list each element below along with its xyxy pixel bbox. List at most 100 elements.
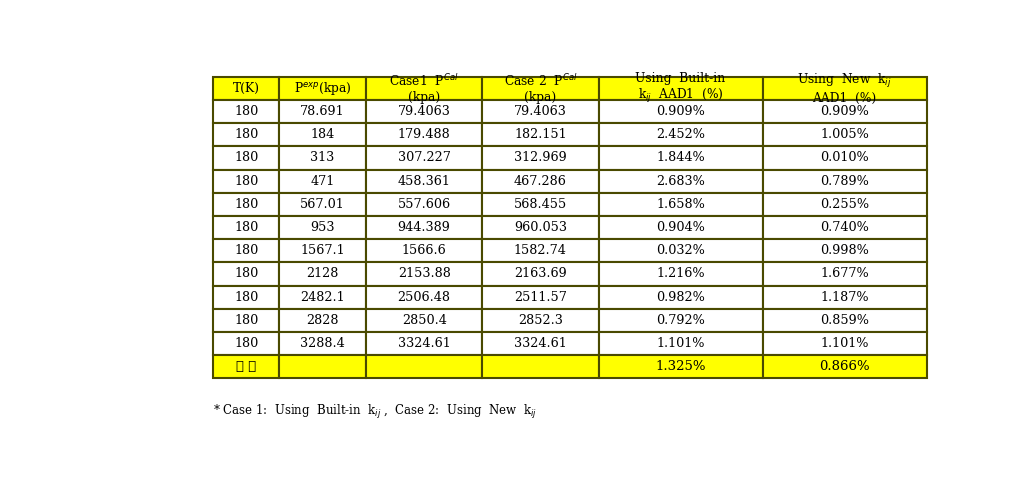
Text: 2128: 2128: [306, 267, 339, 280]
Text: 180: 180: [234, 128, 258, 141]
Bar: [482, 170, 599, 193]
Text: 182.151: 182.151: [514, 128, 567, 141]
Bar: [213, 262, 279, 286]
Text: 0.909%: 0.909%: [820, 105, 869, 118]
Text: 1.216%: 1.216%: [657, 267, 705, 280]
Bar: [762, 146, 926, 170]
Bar: [482, 286, 599, 309]
Text: 567.01: 567.01: [300, 198, 345, 211]
Text: 78.691: 78.691: [300, 105, 344, 118]
Bar: [279, 239, 366, 262]
Text: 2511.57: 2511.57: [514, 291, 567, 304]
Text: 458.361: 458.361: [398, 175, 451, 187]
Text: 2153.88: 2153.88: [398, 267, 451, 280]
Bar: [599, 309, 762, 332]
Bar: [366, 146, 482, 170]
Text: 1.844%: 1.844%: [657, 151, 705, 165]
Bar: [599, 262, 762, 286]
Text: 0.792%: 0.792%: [657, 314, 705, 327]
Bar: [213, 286, 279, 309]
Bar: [599, 239, 762, 262]
Bar: [482, 216, 599, 239]
Text: 평 균: 평 균: [236, 360, 256, 373]
Bar: [599, 100, 762, 123]
Bar: [482, 77, 599, 100]
Bar: [366, 309, 482, 332]
Text: 180: 180: [234, 221, 258, 234]
Text: 953: 953: [310, 221, 335, 234]
Bar: [762, 77, 926, 100]
Bar: [279, 216, 366, 239]
Text: 0.982%: 0.982%: [657, 291, 705, 304]
Bar: [366, 332, 482, 355]
Text: 307.227: 307.227: [398, 151, 451, 165]
Text: 2482.1: 2482.1: [300, 291, 344, 304]
Bar: [279, 332, 366, 355]
Text: 1567.1: 1567.1: [300, 244, 344, 257]
Bar: [762, 216, 926, 239]
Text: 79.4063: 79.4063: [514, 105, 567, 118]
Bar: [482, 239, 599, 262]
Text: 0.904%: 0.904%: [657, 221, 705, 234]
Text: 1582.74: 1582.74: [514, 244, 567, 257]
Bar: [279, 355, 366, 378]
Text: 184: 184: [310, 128, 335, 141]
Bar: [279, 309, 366, 332]
Bar: [213, 170, 279, 193]
Bar: [366, 239, 482, 262]
Bar: [599, 286, 762, 309]
Bar: [366, 216, 482, 239]
Bar: [366, 193, 482, 216]
Bar: [482, 332, 599, 355]
Text: 944.389: 944.389: [398, 221, 451, 234]
Bar: [762, 170, 926, 193]
Bar: [279, 146, 366, 170]
Bar: [366, 286, 482, 309]
Text: 180: 180: [234, 105, 258, 118]
Bar: [366, 123, 482, 146]
Bar: [279, 193, 366, 216]
Bar: [762, 309, 926, 332]
Text: Case1  P$^{Cal}$
(kpa): Case1 P$^{Cal}$ (kpa): [389, 73, 459, 104]
Text: T(K): T(K): [233, 82, 260, 95]
Text: 960.053: 960.053: [514, 221, 567, 234]
Bar: [213, 77, 279, 100]
Text: 0.789%: 0.789%: [820, 175, 869, 187]
Text: 1566.6: 1566.6: [402, 244, 447, 257]
Text: 79.4063: 79.4063: [398, 105, 451, 118]
Bar: [279, 262, 366, 286]
Bar: [599, 216, 762, 239]
Bar: [599, 146, 762, 170]
Bar: [213, 146, 279, 170]
Text: 180: 180: [234, 244, 258, 257]
Text: 0.740%: 0.740%: [820, 221, 869, 234]
Bar: [279, 77, 366, 100]
Text: 313: 313: [310, 151, 335, 165]
Text: Using  Built-in
k$_{ij}$  AAD1  (%): Using Built-in k$_{ij}$ AAD1 (%): [636, 71, 726, 105]
Bar: [762, 262, 926, 286]
Bar: [279, 100, 366, 123]
Bar: [366, 355, 482, 378]
Text: * Case 1:  Using  Built-in  k$_{ij}$ ,  Case 2:  Using  New  k$_{ij}$: * Case 1: Using Built-in k$_{ij}$ , Case…: [213, 403, 538, 421]
Bar: [366, 77, 482, 100]
Text: 1.677%: 1.677%: [820, 267, 869, 280]
Bar: [762, 123, 926, 146]
Text: 467.286: 467.286: [514, 175, 567, 187]
Text: 0.255%: 0.255%: [820, 198, 870, 211]
Text: 2.452%: 2.452%: [656, 128, 705, 141]
Bar: [762, 239, 926, 262]
Text: 2163.69: 2163.69: [514, 267, 567, 280]
Text: 1.101%: 1.101%: [820, 337, 869, 350]
Text: 0.859%: 0.859%: [820, 314, 869, 327]
Bar: [482, 123, 599, 146]
Text: 0.909%: 0.909%: [657, 105, 705, 118]
Bar: [279, 286, 366, 309]
Text: 180: 180: [234, 314, 258, 327]
Text: 180: 180: [234, 337, 258, 350]
Bar: [213, 193, 279, 216]
Bar: [482, 100, 599, 123]
Text: 2828: 2828: [306, 314, 339, 327]
Text: 3324.61: 3324.61: [514, 337, 567, 350]
Bar: [213, 332, 279, 355]
Text: 1.325%: 1.325%: [656, 360, 706, 373]
